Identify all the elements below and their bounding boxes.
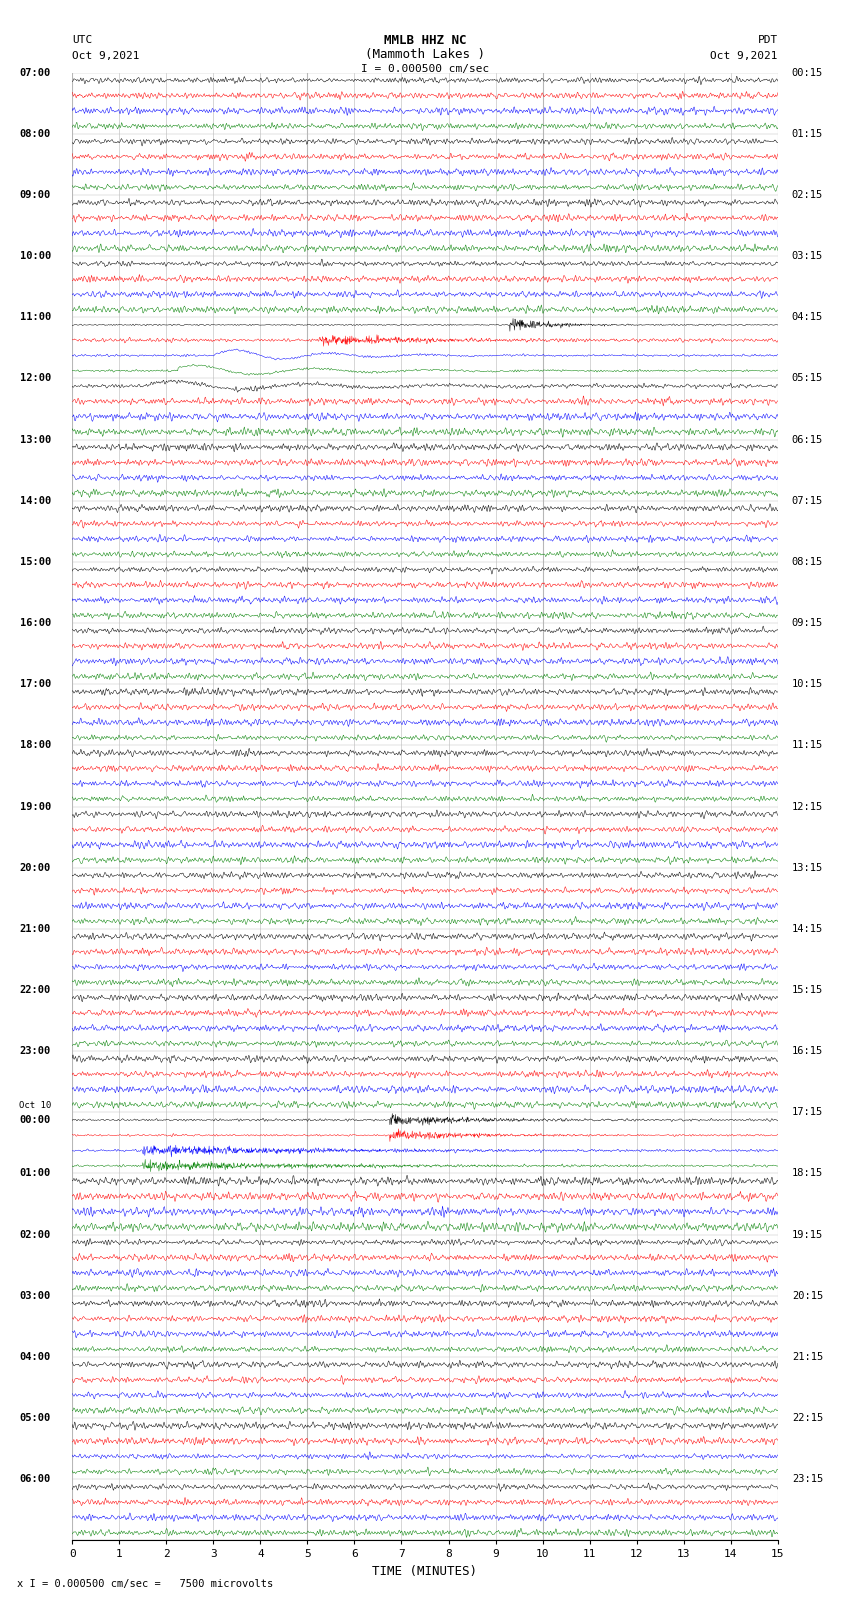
Text: 07:15: 07:15 <box>792 495 823 506</box>
Text: 05:00: 05:00 <box>20 1413 51 1423</box>
Text: 05:15: 05:15 <box>792 373 823 384</box>
Text: 04:15: 04:15 <box>792 313 823 323</box>
Text: 14:00: 14:00 <box>20 495 51 506</box>
Text: 19:15: 19:15 <box>792 1229 823 1240</box>
Text: UTC: UTC <box>72 35 93 45</box>
Text: MMLB HHZ NC: MMLB HHZ NC <box>383 34 467 47</box>
Text: 15:15: 15:15 <box>792 986 823 995</box>
Text: 09:15: 09:15 <box>792 618 823 627</box>
Text: 14:15: 14:15 <box>792 924 823 934</box>
Text: 01:15: 01:15 <box>792 129 823 139</box>
Text: 00:15: 00:15 <box>792 68 823 77</box>
Text: 20:00: 20:00 <box>20 863 51 873</box>
Text: 13:15: 13:15 <box>792 863 823 873</box>
Text: (Mammoth Lakes ): (Mammoth Lakes ) <box>365 48 485 61</box>
Text: 10:00: 10:00 <box>20 252 51 261</box>
Text: 23:00: 23:00 <box>20 1047 51 1057</box>
Text: 21:00: 21:00 <box>20 924 51 934</box>
Text: 12:15: 12:15 <box>792 802 823 811</box>
Text: 17:00: 17:00 <box>20 679 51 689</box>
Text: 22:15: 22:15 <box>792 1413 823 1423</box>
Text: 16:15: 16:15 <box>792 1047 823 1057</box>
Text: 22:00: 22:00 <box>20 986 51 995</box>
Text: 10:15: 10:15 <box>792 679 823 689</box>
Text: 07:00: 07:00 <box>20 68 51 77</box>
Text: 02:00: 02:00 <box>20 1229 51 1240</box>
Text: PDT: PDT <box>757 35 778 45</box>
Text: 03:00: 03:00 <box>20 1290 51 1300</box>
Text: 09:00: 09:00 <box>20 190 51 200</box>
Text: 18:15: 18:15 <box>792 1168 823 1179</box>
Text: 01:00: 01:00 <box>20 1168 51 1179</box>
Text: 16:00: 16:00 <box>20 618 51 627</box>
Text: 02:15: 02:15 <box>792 190 823 200</box>
Text: I = 0.000500 cm/sec: I = 0.000500 cm/sec <box>361 65 489 74</box>
Text: 06:15: 06:15 <box>792 434 823 445</box>
Text: 23:15: 23:15 <box>792 1474 823 1484</box>
Text: 13:00: 13:00 <box>20 434 51 445</box>
Text: 19:00: 19:00 <box>20 802 51 811</box>
Text: 17:15: 17:15 <box>792 1107 823 1118</box>
Text: Oct 10: Oct 10 <box>19 1102 51 1110</box>
Text: 00:00: 00:00 <box>20 1115 51 1124</box>
Text: 11:15: 11:15 <box>792 740 823 750</box>
Text: 03:15: 03:15 <box>792 252 823 261</box>
Text: 04:00: 04:00 <box>20 1352 51 1361</box>
Text: Oct 9,2021: Oct 9,2021 <box>711 52 778 61</box>
Text: 11:00: 11:00 <box>20 313 51 323</box>
X-axis label: TIME (MINUTES): TIME (MINUTES) <box>372 1565 478 1578</box>
Text: 12:00: 12:00 <box>20 373 51 384</box>
Text: 21:15: 21:15 <box>792 1352 823 1361</box>
Text: x I = 0.000500 cm/sec =   7500 microvolts: x I = 0.000500 cm/sec = 7500 microvolts <box>17 1579 273 1589</box>
Text: 08:00: 08:00 <box>20 129 51 139</box>
Text: 08:15: 08:15 <box>792 556 823 566</box>
Text: 18:00: 18:00 <box>20 740 51 750</box>
Text: Oct 9,2021: Oct 9,2021 <box>72 52 139 61</box>
Text: 06:00: 06:00 <box>20 1474 51 1484</box>
Text: 20:15: 20:15 <box>792 1290 823 1300</box>
Text: 15:00: 15:00 <box>20 556 51 566</box>
